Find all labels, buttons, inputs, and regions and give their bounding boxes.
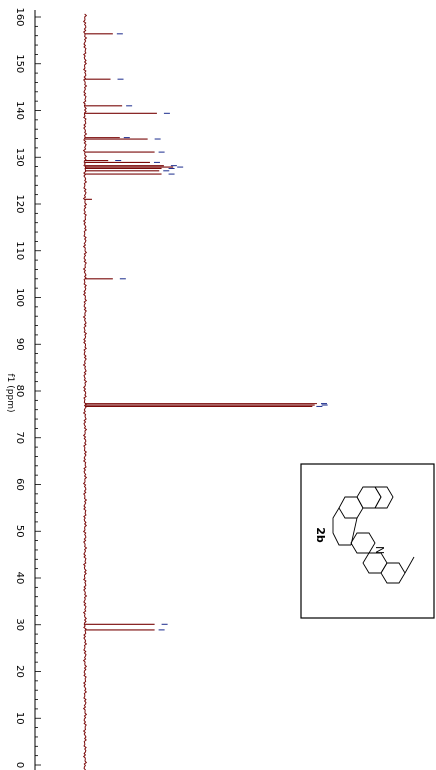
tick-label: 140	[14, 101, 25, 120]
tick-label: 50	[14, 525, 25, 538]
spectrum-baseline	[82, 13, 88, 770]
structure-inset: N 2b	[300, 463, 435, 619]
tick-label: 0	[14, 762, 25, 768]
tick-label: 60	[14, 478, 25, 491]
tick-label: 150	[14, 54, 25, 73]
ppm-axis-ticks	[35, 16, 41, 766]
tick-label: 30	[14, 618, 25, 631]
molecule-structure	[332, 486, 415, 584]
tick-label: 120	[14, 194, 25, 213]
tick-label: 90	[14, 338, 25, 351]
tick-label: 110	[14, 241, 25, 260]
nitrogen-atom-label: N	[373, 546, 386, 554]
compound-label: 2b	[314, 527, 327, 543]
axis-title: f1 (ppm)	[5, 374, 15, 413]
tick-label: 40	[14, 572, 25, 585]
tick-label: 10	[14, 712, 25, 725]
tick-label: 70	[14, 431, 25, 444]
peak-label-marks	[115, 33, 328, 631]
tick-label: 80	[14, 385, 25, 398]
structure-frame	[300, 463, 435, 619]
spectrum-peaks	[85, 33, 317, 631]
tick-label: 130	[14, 148, 25, 167]
tick-label: 160	[14, 7, 25, 26]
tick-label: 100	[14, 288, 25, 307]
tick-label: 20	[14, 665, 25, 678]
